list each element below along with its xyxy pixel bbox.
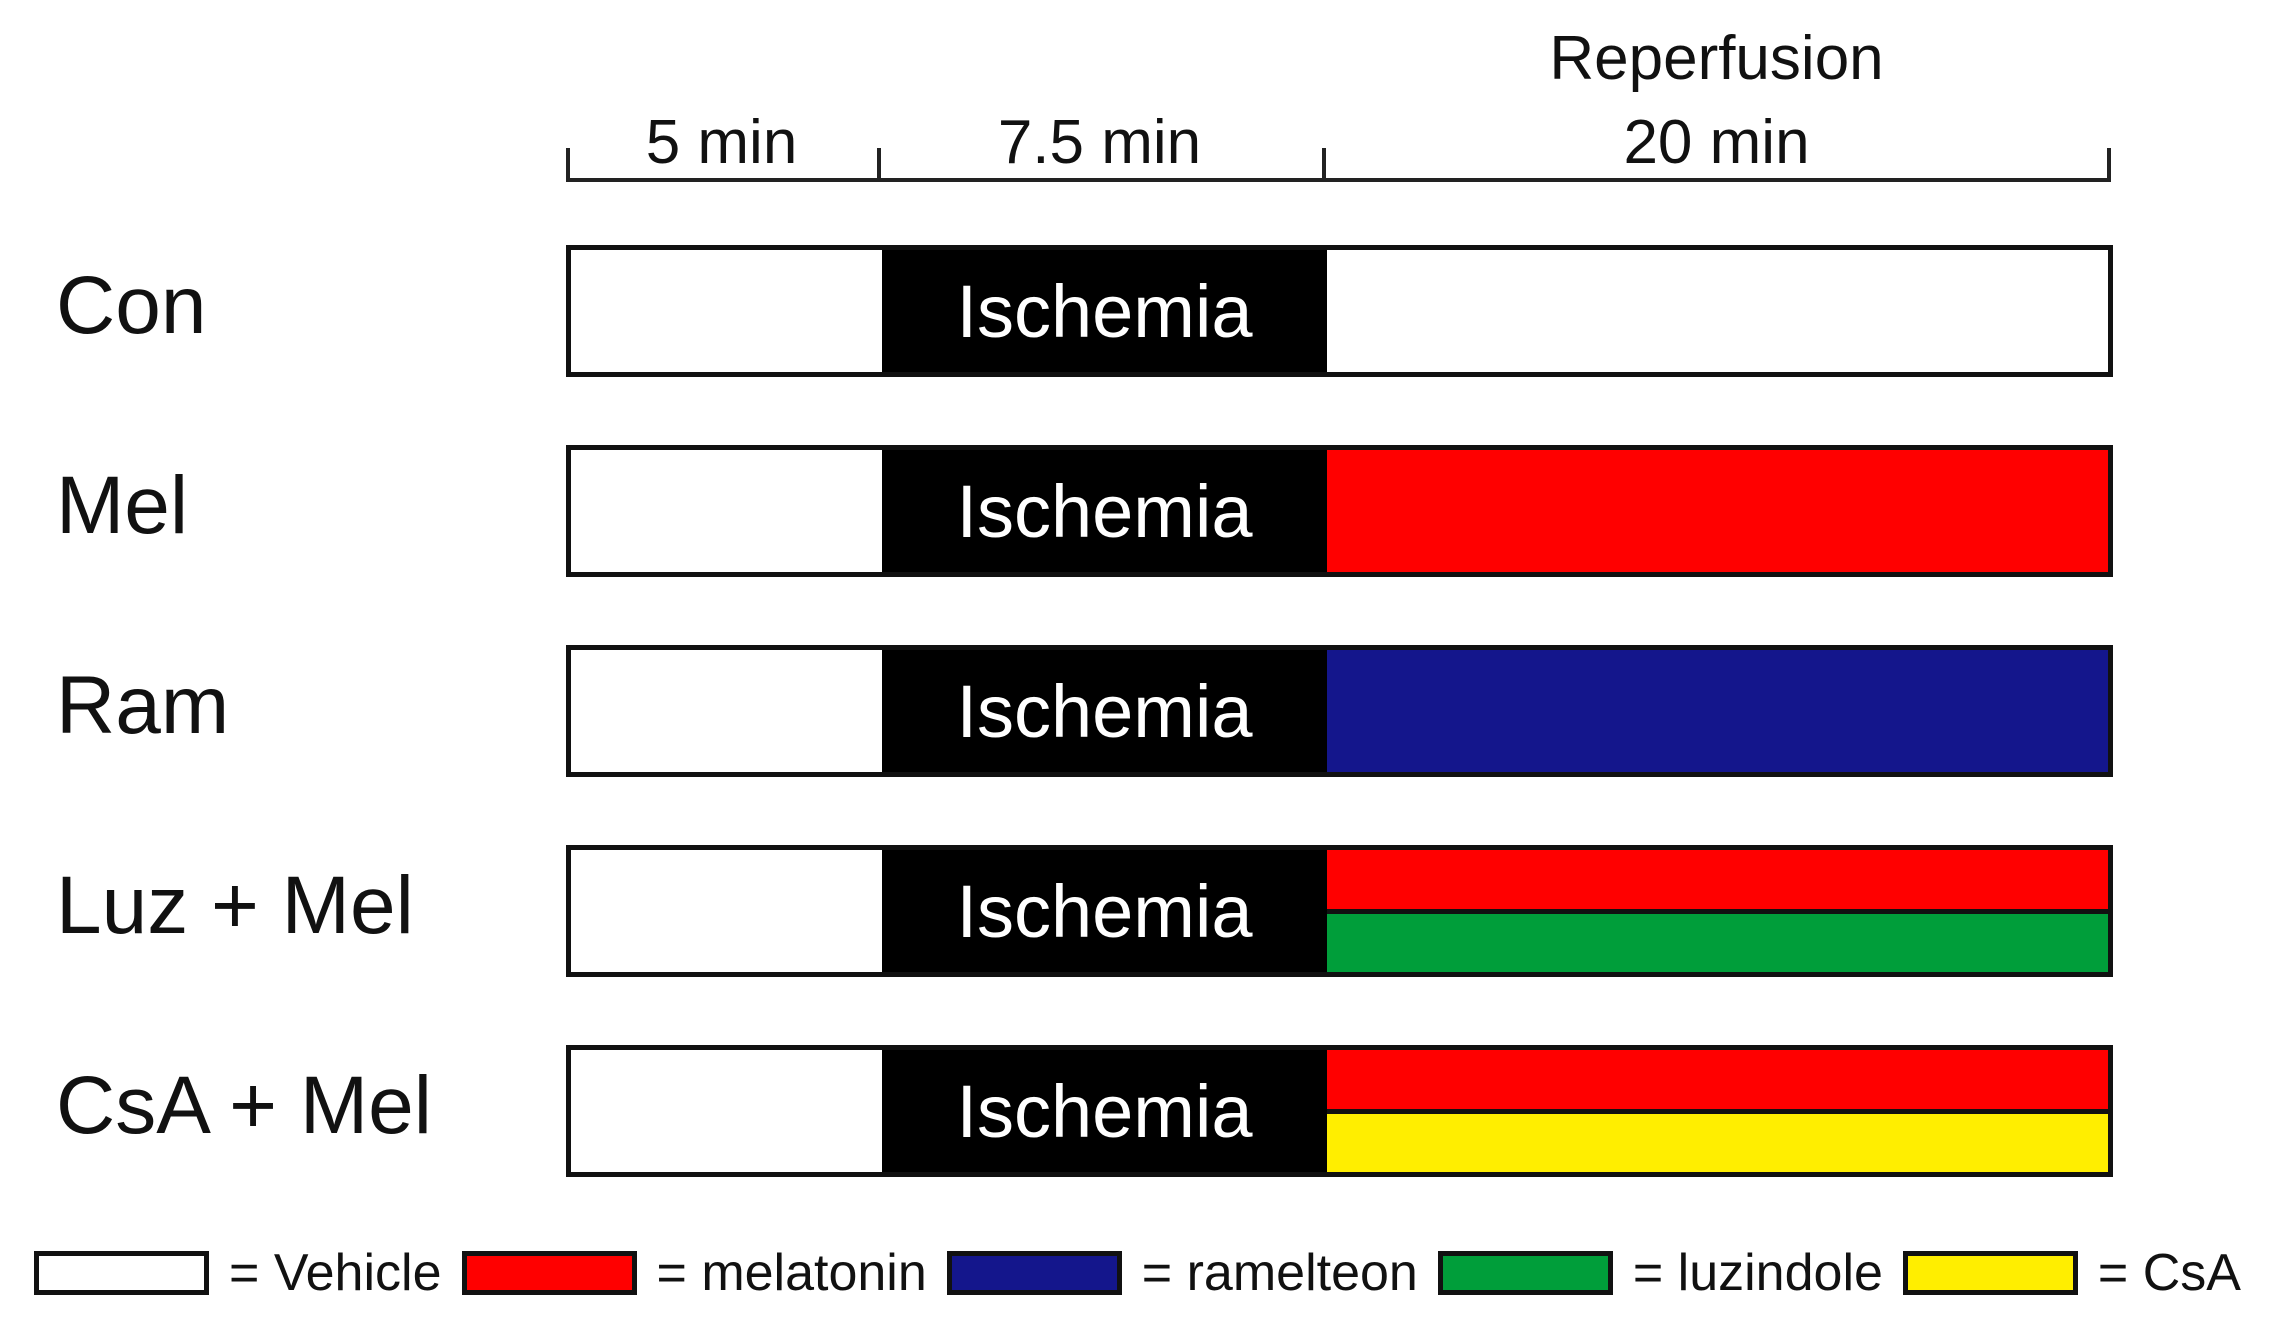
- legend-label-ramelteon: = ramelteon: [1141, 1244, 1418, 1302]
- legend-swatch-vehicle: [34, 1251, 209, 1295]
- reperfusion-segment: [1327, 650, 2108, 772]
- group-label-mel: Mel: [56, 460, 189, 551]
- legend-item-luzindole: = luzindole: [1437, 1244, 1883, 1302]
- timeline-tick-ischemia-start: [877, 148, 881, 182]
- legend: = Vehicle = melatonin = ramelteon = luzi…: [34, 1244, 2261, 1302]
- protocol-bar-luz-mel: Ischemia: [566, 845, 2113, 977]
- legend-swatch-csa: [1902, 1251, 2078, 1295]
- legend-label-vehicle: = Vehicle: [229, 1244, 442, 1302]
- legend-item-ramelteon: = ramelteon: [946, 1244, 1418, 1302]
- legend-swatch-luzindole: [1437, 1251, 1613, 1295]
- ischemia-segment: Ischemia: [882, 650, 1327, 772]
- reperfusion-stripe-top: [1327, 1050, 2108, 1109]
- reperfusion-segment: [1327, 850, 2108, 972]
- protocol-bar-csa-mel: Ischemia: [566, 1045, 2113, 1177]
- pre-ischemia-segment: [571, 850, 882, 972]
- ischemia-segment: Ischemia: [882, 1050, 1327, 1172]
- protocol-bar-ram: Ischemia: [566, 645, 2113, 777]
- protocol-bar-con: Ischemia: [566, 245, 2113, 377]
- reperfusion-stripe: [1327, 650, 2108, 772]
- reperfusion-stripe: [1327, 450, 2108, 572]
- timeline-tick-end: [2107, 148, 2111, 182]
- protocol-bar-mel: Ischemia: [566, 445, 2113, 577]
- timeline-tick-ischemia-end: [1322, 148, 1326, 182]
- ischemia-segment: Ischemia: [882, 450, 1327, 572]
- reperfusion-segment: [1327, 450, 2108, 572]
- timeline-tick-start: [566, 148, 570, 182]
- ischemia-phase-duration: 7.5 min: [997, 108, 1202, 177]
- ischemia-segment: Ischemia: [882, 850, 1327, 972]
- ischemia-segment: Ischemia: [882, 250, 1327, 372]
- legend-item-vehicle: = Vehicle: [34, 1247, 442, 1299]
- legend-item-melatonin: = melatonin: [461, 1244, 927, 1302]
- reperfusion-stripe-top: [1327, 850, 2108, 909]
- pre-ischemia-segment: [571, 250, 882, 372]
- group-label-ram: Ram: [56, 660, 230, 751]
- timeline-axis: 5 min 7.5 min Reperfusion 20 min: [566, 28, 2111, 190]
- reperfusion-segment: [1327, 1050, 2108, 1172]
- reperfusion-segment: [1327, 250, 2108, 372]
- pre-phase-duration: 5 min: [645, 108, 798, 177]
- legend-label-csa: = CsA: [2097, 1244, 2241, 1302]
- reperfusion-stripe-bottom: [1327, 908, 2108, 972]
- group-label-csa-mel: CsA + Mel: [56, 1060, 432, 1151]
- pre-ischemia-segment: [571, 1050, 882, 1172]
- group-label-luz-mel: Luz + Mel: [56, 860, 414, 951]
- pre-ischemia-segment: [571, 650, 882, 772]
- reperfusion-phase-title: Reperfusion: [1549, 24, 1884, 93]
- reperfusion-phase-duration: 20 min: [1623, 108, 1810, 177]
- group-label-con: Con: [56, 260, 207, 351]
- legend-swatch-melatonin: [461, 1251, 637, 1295]
- legend-item-csa: = CsA: [1902, 1244, 2241, 1302]
- legend-swatch-ramelteon: [946, 1251, 1122, 1295]
- legend-label-melatonin: = melatonin: [656, 1244, 927, 1302]
- reperfusion-stripe-bottom: [1327, 1108, 2108, 1172]
- legend-label-luzindole: = luzindole: [1632, 1244, 1883, 1302]
- reperfusion-stripe: [1327, 250, 2108, 372]
- timeline-line: [566, 178, 2111, 182]
- pre-ischemia-segment: [571, 450, 882, 572]
